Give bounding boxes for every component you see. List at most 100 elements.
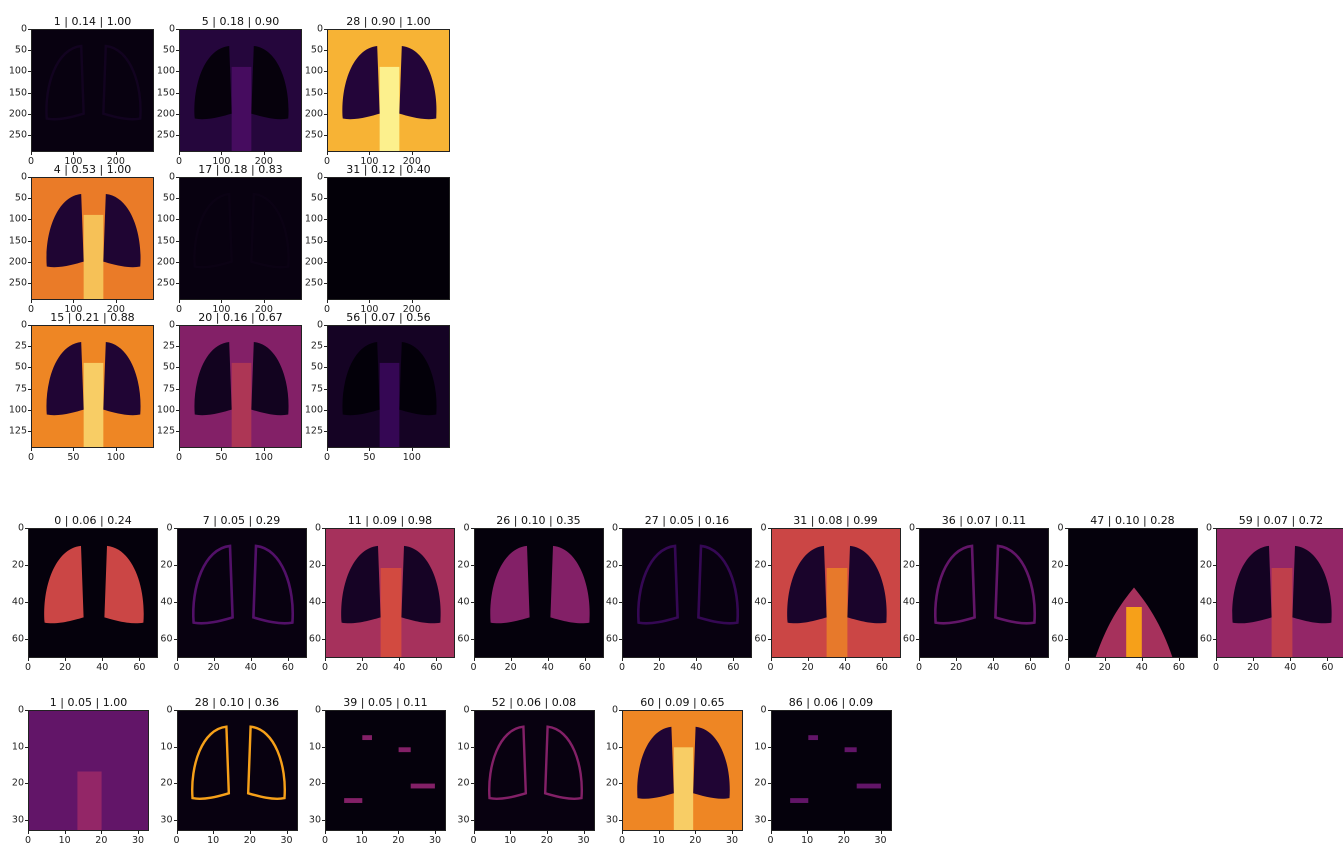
x-tick-label: 60 (281, 662, 294, 673)
x-tick-mark (881, 658, 883, 661)
x-tick-mark (411, 448, 413, 451)
x-tick-label: 0 (767, 662, 774, 673)
x-tick-mark (1178, 658, 1180, 661)
y-tick-mark (322, 783, 325, 785)
heatmap-image (31, 29, 154, 152)
heatmap-image (179, 29, 302, 152)
heatmap-cells (1068, 529, 1197, 657)
y-tick-mark (28, 29, 31, 30)
x-tick-label: 0 (173, 662, 180, 673)
x-tick-label: 100 (360, 304, 379, 315)
x-tick-label: 0 (321, 662, 329, 673)
y-tick-mark (176, 71, 179, 73)
x-tick-mark (1290, 658, 1292, 661)
y-tick-label: 50 (310, 361, 323, 373)
x-tick-label: 0 (323, 452, 331, 463)
y-tick-mark (176, 409, 179, 411)
x-tick-label: 0 (323, 304, 331, 315)
x-tick-label: 50 (363, 452, 376, 463)
heatmap-cells (326, 529, 454, 657)
x-tick-mark (1030, 658, 1032, 661)
heatmap-cells (29, 711, 148, 830)
y-tick-mark (176, 113, 179, 115)
x-tick-mark (473, 658, 475, 661)
x-tick-mark (473, 831, 475, 834)
heatmap-image (327, 29, 450, 152)
y-tick-label: 0 (314, 704, 321, 716)
heatmap-image (325, 710, 446, 831)
y-tick-label: 50 (14, 192, 27, 204)
x-tick-label: 0 (915, 662, 923, 673)
x-tick-label: 100 (360, 156, 379, 167)
x-tick-mark (287, 658, 289, 661)
x-tick-mark (659, 658, 661, 661)
y-tick-label: 10 (605, 741, 618, 753)
y-tick-label: 20 (160, 559, 173, 571)
heatmap-cells (32, 326, 153, 447)
heatmap-cells (328, 326, 449, 447)
y-tick-mark (28, 113, 31, 115)
y-tick-mark (173, 710, 177, 711)
y-tick-label: 0 (463, 704, 470, 716)
x-tick-label: 20 (207, 662, 220, 673)
x-tick-mark (101, 831, 103, 834)
y-tick-mark (322, 820, 325, 821)
y-tick-label: 150 (156, 235, 175, 247)
x-tick-label: 0 (470, 662, 477, 673)
y-tick-mark (1213, 528, 1216, 529)
y-tick-mark (619, 783, 622, 785)
y-tick-label: 0 (1205, 522, 1212, 534)
x-tick-label: 40 (96, 662, 109, 673)
y-tick-label: 0 (316, 23, 323, 35)
x-tick-mark (369, 152, 371, 155)
y-tick-label: 50 (14, 361, 27, 373)
y-tick-label: 50 (162, 44, 175, 56)
y-tick-label: 0 (20, 319, 27, 331)
x-tick-mark (1216, 658, 1217, 661)
y-tick-mark (176, 325, 179, 326)
x-tick-label: 20 (801, 662, 814, 673)
y-tick-label: 75 (310, 383, 323, 395)
y-tick-label: 100 (8, 404, 27, 416)
heatmap-image (28, 710, 149, 831)
x-tick-mark (399, 658, 401, 661)
x-tick-label: 40 (244, 662, 257, 673)
heatmap-cells (328, 30, 449, 151)
x-tick-mark (28, 658, 29, 661)
x-tick-label: 0 (323, 156, 331, 167)
y-tick-mark (916, 639, 919, 641)
x-tick-mark (221, 448, 223, 451)
panel-title: 4 | 0.53 | 1.00 (53, 163, 132, 176)
x-tick-mark (369, 448, 371, 451)
y-tick-label: 20 (160, 777, 173, 789)
y-tick-label: 0 (316, 319, 323, 331)
y-tick-mark (28, 240, 31, 242)
y-tick-mark (28, 92, 31, 94)
heatmap-image (31, 325, 154, 448)
y-tick-mark (173, 602, 177, 604)
x-tick-mark (510, 658, 512, 661)
heatmap-cells (180, 178, 301, 299)
y-tick-mark (324, 388, 327, 390)
y-tick-label: 25 (162, 340, 175, 352)
y-tick-mark (28, 367, 31, 369)
y-tick-mark (619, 565, 622, 567)
y-tick-label: 20 (902, 559, 915, 571)
y-tick-mark (25, 639, 28, 641)
x-tick-label: 60 (1321, 662, 1334, 673)
panel-title: 26 | 0.10 | 0.35 (496, 514, 581, 527)
y-tick-mark (324, 92, 327, 94)
heatmap-cells (623, 711, 742, 830)
y-tick-label: 0 (166, 522, 173, 534)
y-tick-mark (470, 565, 474, 567)
y-tick-mark (767, 639, 771, 641)
heatmap-image (28, 528, 158, 658)
y-tick-mark (767, 602, 771, 604)
heatmap-image (919, 528, 1049, 658)
heatmap-image (31, 177, 154, 300)
x-tick-label: 0 (27, 304, 35, 315)
x-tick-mark (770, 658, 772, 661)
x-tick-mark (263, 152, 265, 155)
y-tick-label: 150 (8, 235, 27, 247)
heatmap-image (327, 177, 450, 300)
